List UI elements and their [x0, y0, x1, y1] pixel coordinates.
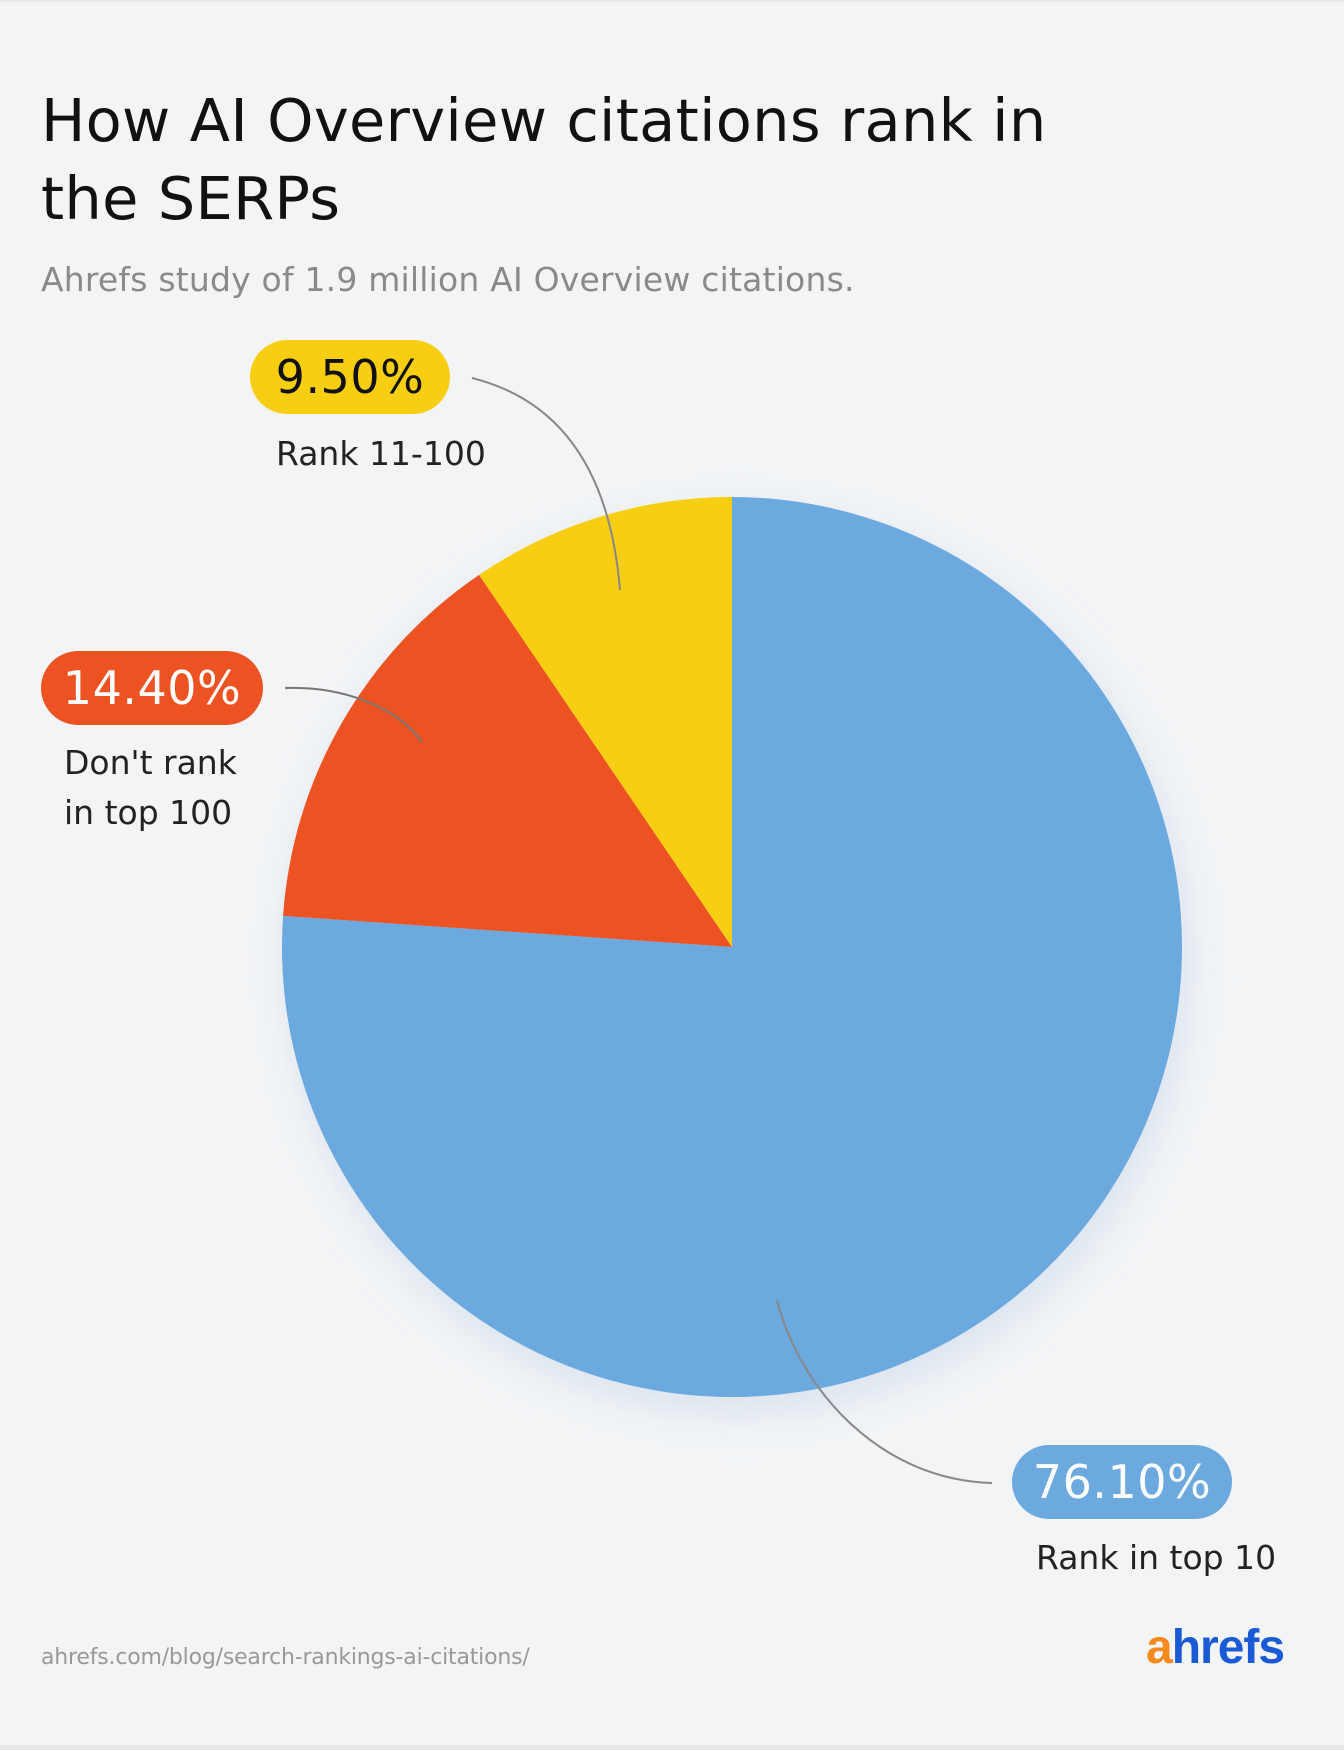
leader-line-dont-rank — [284, 686, 423, 743]
value-pill-top-10: 76.10% — [1012, 1445, 1232, 1519]
slice-label-line-1: Don't rank — [64, 743, 237, 782]
pie-slice-don-t-rank-in-top-100 — [283, 574, 732, 947]
bottom-rule — [0, 1745, 1344, 1750]
leader-line-rank-11-100 — [471, 377, 621, 591]
leader-line-top-10 — [776, 1299, 993, 1484]
pie-slices — [282, 497, 1182, 1397]
source-url: ahrefs.com/blog/search-rankings-ai-citat… — [41, 1645, 530, 1670]
pie-slice-rank-11-100 — [479, 497, 732, 947]
logo-rest: hrefs — [1171, 1621, 1285, 1674]
slice-label-line-2: in top 100 — [64, 793, 233, 832]
slice-label-dont-rank: Don't rank in top 100 — [64, 738, 284, 838]
logo-a: a — [1146, 1621, 1173, 1674]
slice-label-top-10: Rank in top 10 — [1036, 1538, 1277, 1577]
chart-title: How AI Overview citations rank in the SE… — [41, 86, 1047, 233]
top-rule — [0, 0, 1344, 2]
ahrefs-logo: ahrefs — [1146, 1620, 1285, 1675]
value-pill-dont-rank: 14.40% — [41, 651, 263, 725]
slice-label-rank-11-100: Rank 11-100 — [276, 434, 486, 473]
value-pill-rank-11-100: 9.50% — [250, 340, 450, 414]
chart-subtitle: Ahrefs study of 1.9 million AI Overview … — [41, 260, 855, 299]
